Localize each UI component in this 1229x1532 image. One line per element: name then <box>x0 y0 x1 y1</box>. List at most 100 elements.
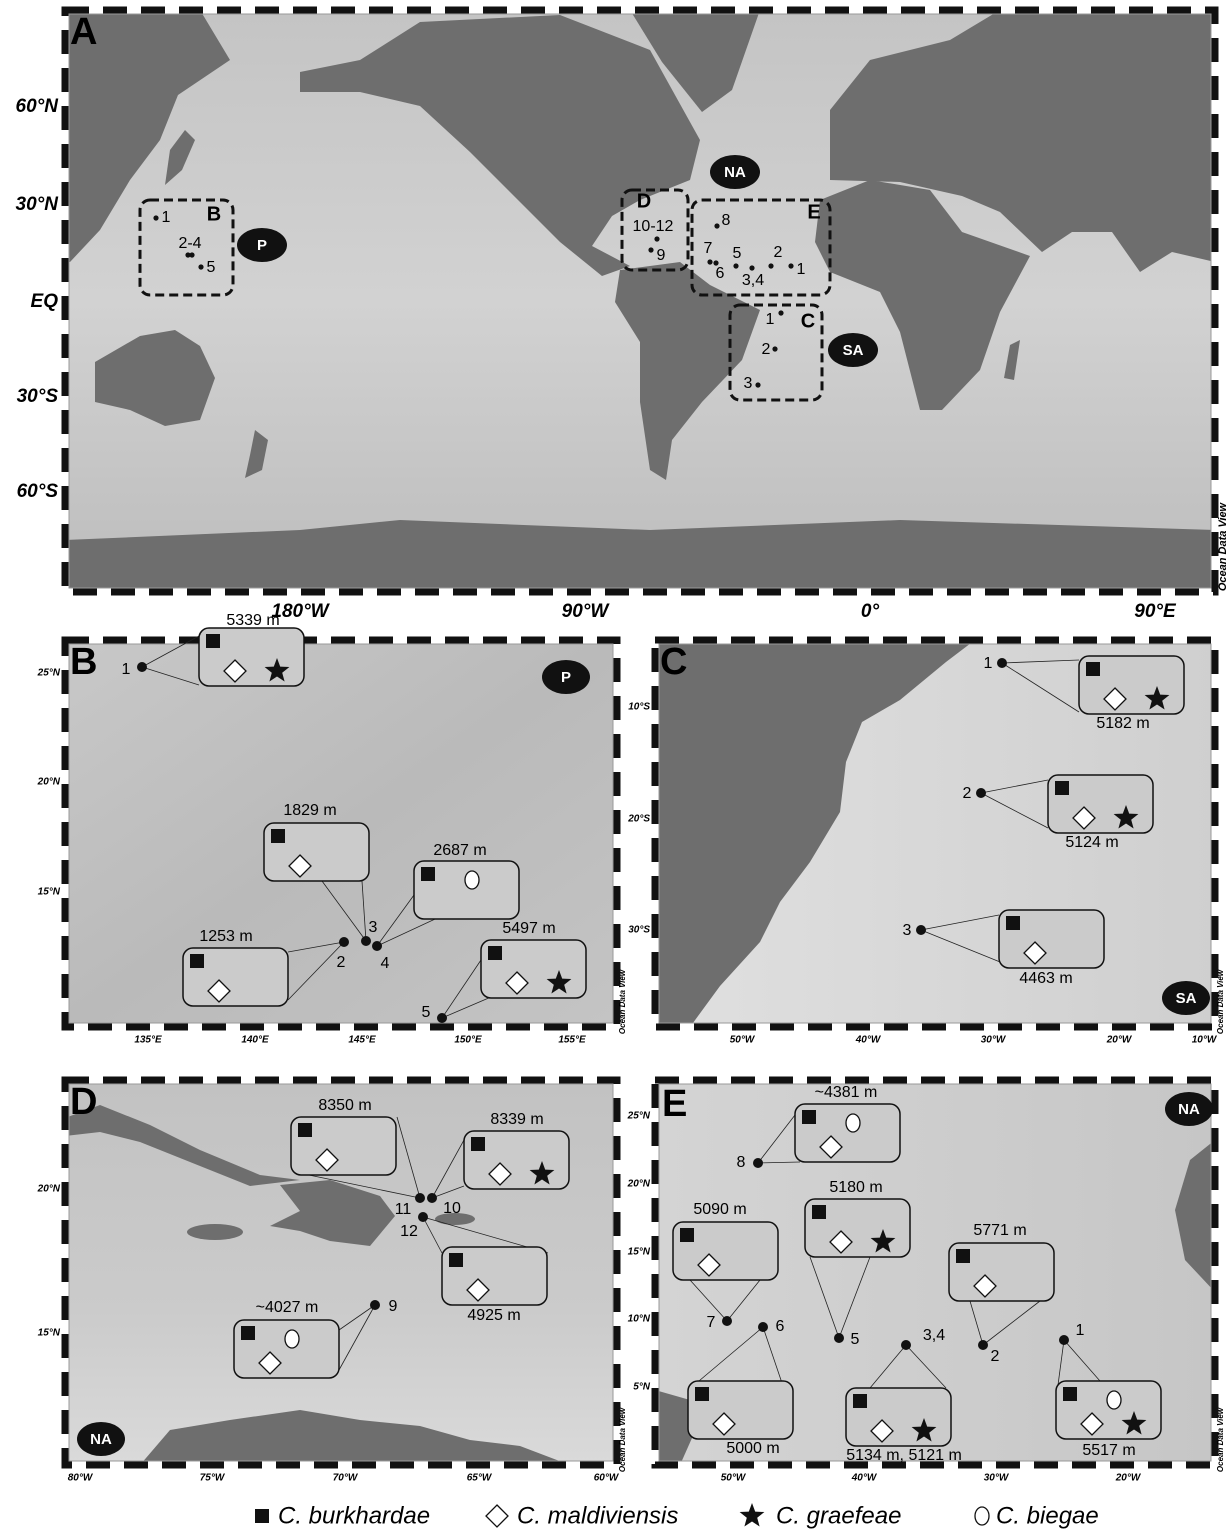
site-dot <box>418 1212 428 1222</box>
credit: Ocean Data View <box>1217 501 1229 591</box>
marker-biegae <box>1107 1391 1121 1409</box>
site-dot <box>901 1340 911 1350</box>
site-depth: 5771 m <box>973 1222 1026 1239</box>
site-dot <box>755 382 760 387</box>
credit: Ocean Data View <box>1216 969 1225 1034</box>
site-dot <box>772 346 777 351</box>
lon-label: 90°E <box>1134 601 1177 622</box>
site-number: 2 <box>337 954 346 971</box>
lat-label: 20°S <box>627 814 650 825</box>
lat-label: 5°N <box>633 1382 651 1393</box>
marker-burkhardae <box>206 634 220 648</box>
lon-label: 60°W <box>594 1473 620 1484</box>
site-number: 1 <box>1076 1322 1085 1339</box>
lon-label: 80°W <box>68 1473 94 1484</box>
site-dot <box>339 937 349 947</box>
site-number: 12 <box>400 1223 418 1240</box>
site-label: 10-12 <box>633 218 674 235</box>
site-depth: 5000 m <box>726 1440 779 1457</box>
marker-burkhardae <box>956 1249 970 1263</box>
region-label: E <box>807 201 820 223</box>
lat-label: 60°S <box>17 481 59 502</box>
credit: Ocean Data View <box>618 969 627 1034</box>
site-number: 3 <box>903 922 912 939</box>
marker-biegae <box>465 871 479 889</box>
lat-label: 30°N <box>16 194 60 215</box>
site-dot <box>997 658 1007 668</box>
site-dot <box>768 263 773 268</box>
site-number: 11 <box>395 1201 412 1218</box>
marker-burkhardae <box>471 1137 485 1151</box>
site-depth: 2687 m <box>433 842 486 859</box>
site-label: 8 <box>722 212 731 229</box>
site-dot <box>415 1193 425 1203</box>
lat-label: 30°S <box>17 386 59 407</box>
lat-label: 60°N <box>16 96 60 117</box>
site-number: 2 <box>963 785 972 802</box>
site-label: 2-4 <box>178 235 201 252</box>
lat-label: 20°N <box>37 777 61 788</box>
site-dot <box>189 252 194 257</box>
site-label: 1 <box>162 209 171 226</box>
site-dot <box>437 1013 447 1023</box>
site-depth: 5339 m <box>226 612 279 629</box>
marker-burkhardae <box>1086 662 1100 676</box>
credit: Ocean Data View <box>618 1407 627 1472</box>
lat-label: 30°S <box>628 925 650 936</box>
legend-label: C. graefeae <box>776 1502 901 1529</box>
site-depth: 5090 m <box>693 1201 746 1218</box>
lon-label: 0° <box>861 601 880 622</box>
lon-label: 140°E <box>241 1035 269 1046</box>
panel-label: A <box>70 11 97 53</box>
ocean-label: NA <box>90 1431 112 1448</box>
lon-label: 50°W <box>721 1473 747 1484</box>
marker-burkhardae <box>853 1394 867 1408</box>
site-depth: ~4381 m <box>815 1084 878 1101</box>
site-dot <box>778 310 783 315</box>
figure: A60°N30°NEQ30°S60°S180°W90°W0°90°EOcean … <box>0 0 1229 1532</box>
site-dot <box>372 941 382 951</box>
site-label: 9 <box>657 247 666 264</box>
lon-label: 40°W <box>855 1035 882 1046</box>
lon-label: 180°W <box>271 601 330 622</box>
marker-burkhardae <box>449 1253 463 1267</box>
lat-label: 15°N <box>628 1247 651 1258</box>
lon-label: 10°W <box>1192 1035 1218 1046</box>
region-label: B <box>207 203 221 225</box>
marker-burkhardae <box>271 829 285 843</box>
lon-label: 20°W <box>1115 1473 1142 1484</box>
site-dot <box>749 265 754 270</box>
site-number: 6 <box>776 1318 785 1335</box>
marker-maldiviensis <box>486 1505 508 1527</box>
lat-label: EQ <box>31 291 59 312</box>
site-label: 3 <box>744 375 753 392</box>
site-dot <box>427 1193 437 1203</box>
site-number: 4 <box>381 955 390 972</box>
marker-burkhardae <box>241 1326 255 1340</box>
site-dot <box>137 662 147 672</box>
ocean-label: P <box>257 237 267 254</box>
legend-label: C. maldiviensis <box>517 1502 678 1529</box>
ocean-label: NA <box>724 164 746 181</box>
marker-biegae <box>846 1114 860 1132</box>
site-depth: 5180 m <box>829 1179 882 1196</box>
site-number: 5 <box>422 1004 431 1021</box>
site-depth: 1829 m <box>283 802 336 819</box>
marker-burkhardae <box>802 1110 816 1124</box>
marker-graefeae <box>740 1503 765 1527</box>
site-dot <box>361 936 371 946</box>
marker-burkhardae <box>298 1123 312 1137</box>
lon-label: 50°W <box>730 1035 756 1046</box>
lon-label: 30°W <box>984 1473 1010 1484</box>
panel-label: D <box>70 1081 97 1123</box>
site-dot <box>648 247 653 252</box>
site-dot <box>978 1340 988 1350</box>
site-dot <box>976 788 986 798</box>
site-depth: 8339 m <box>490 1111 543 1128</box>
site-dot <box>753 1158 763 1168</box>
site-dot <box>788 263 793 268</box>
site-depth: 5134 m, 5121 m <box>846 1447 962 1464</box>
site-depth: 8350 m <box>318 1097 371 1114</box>
site-dot <box>654 236 659 241</box>
site-depth: 5517 m <box>1082 1442 1135 1459</box>
